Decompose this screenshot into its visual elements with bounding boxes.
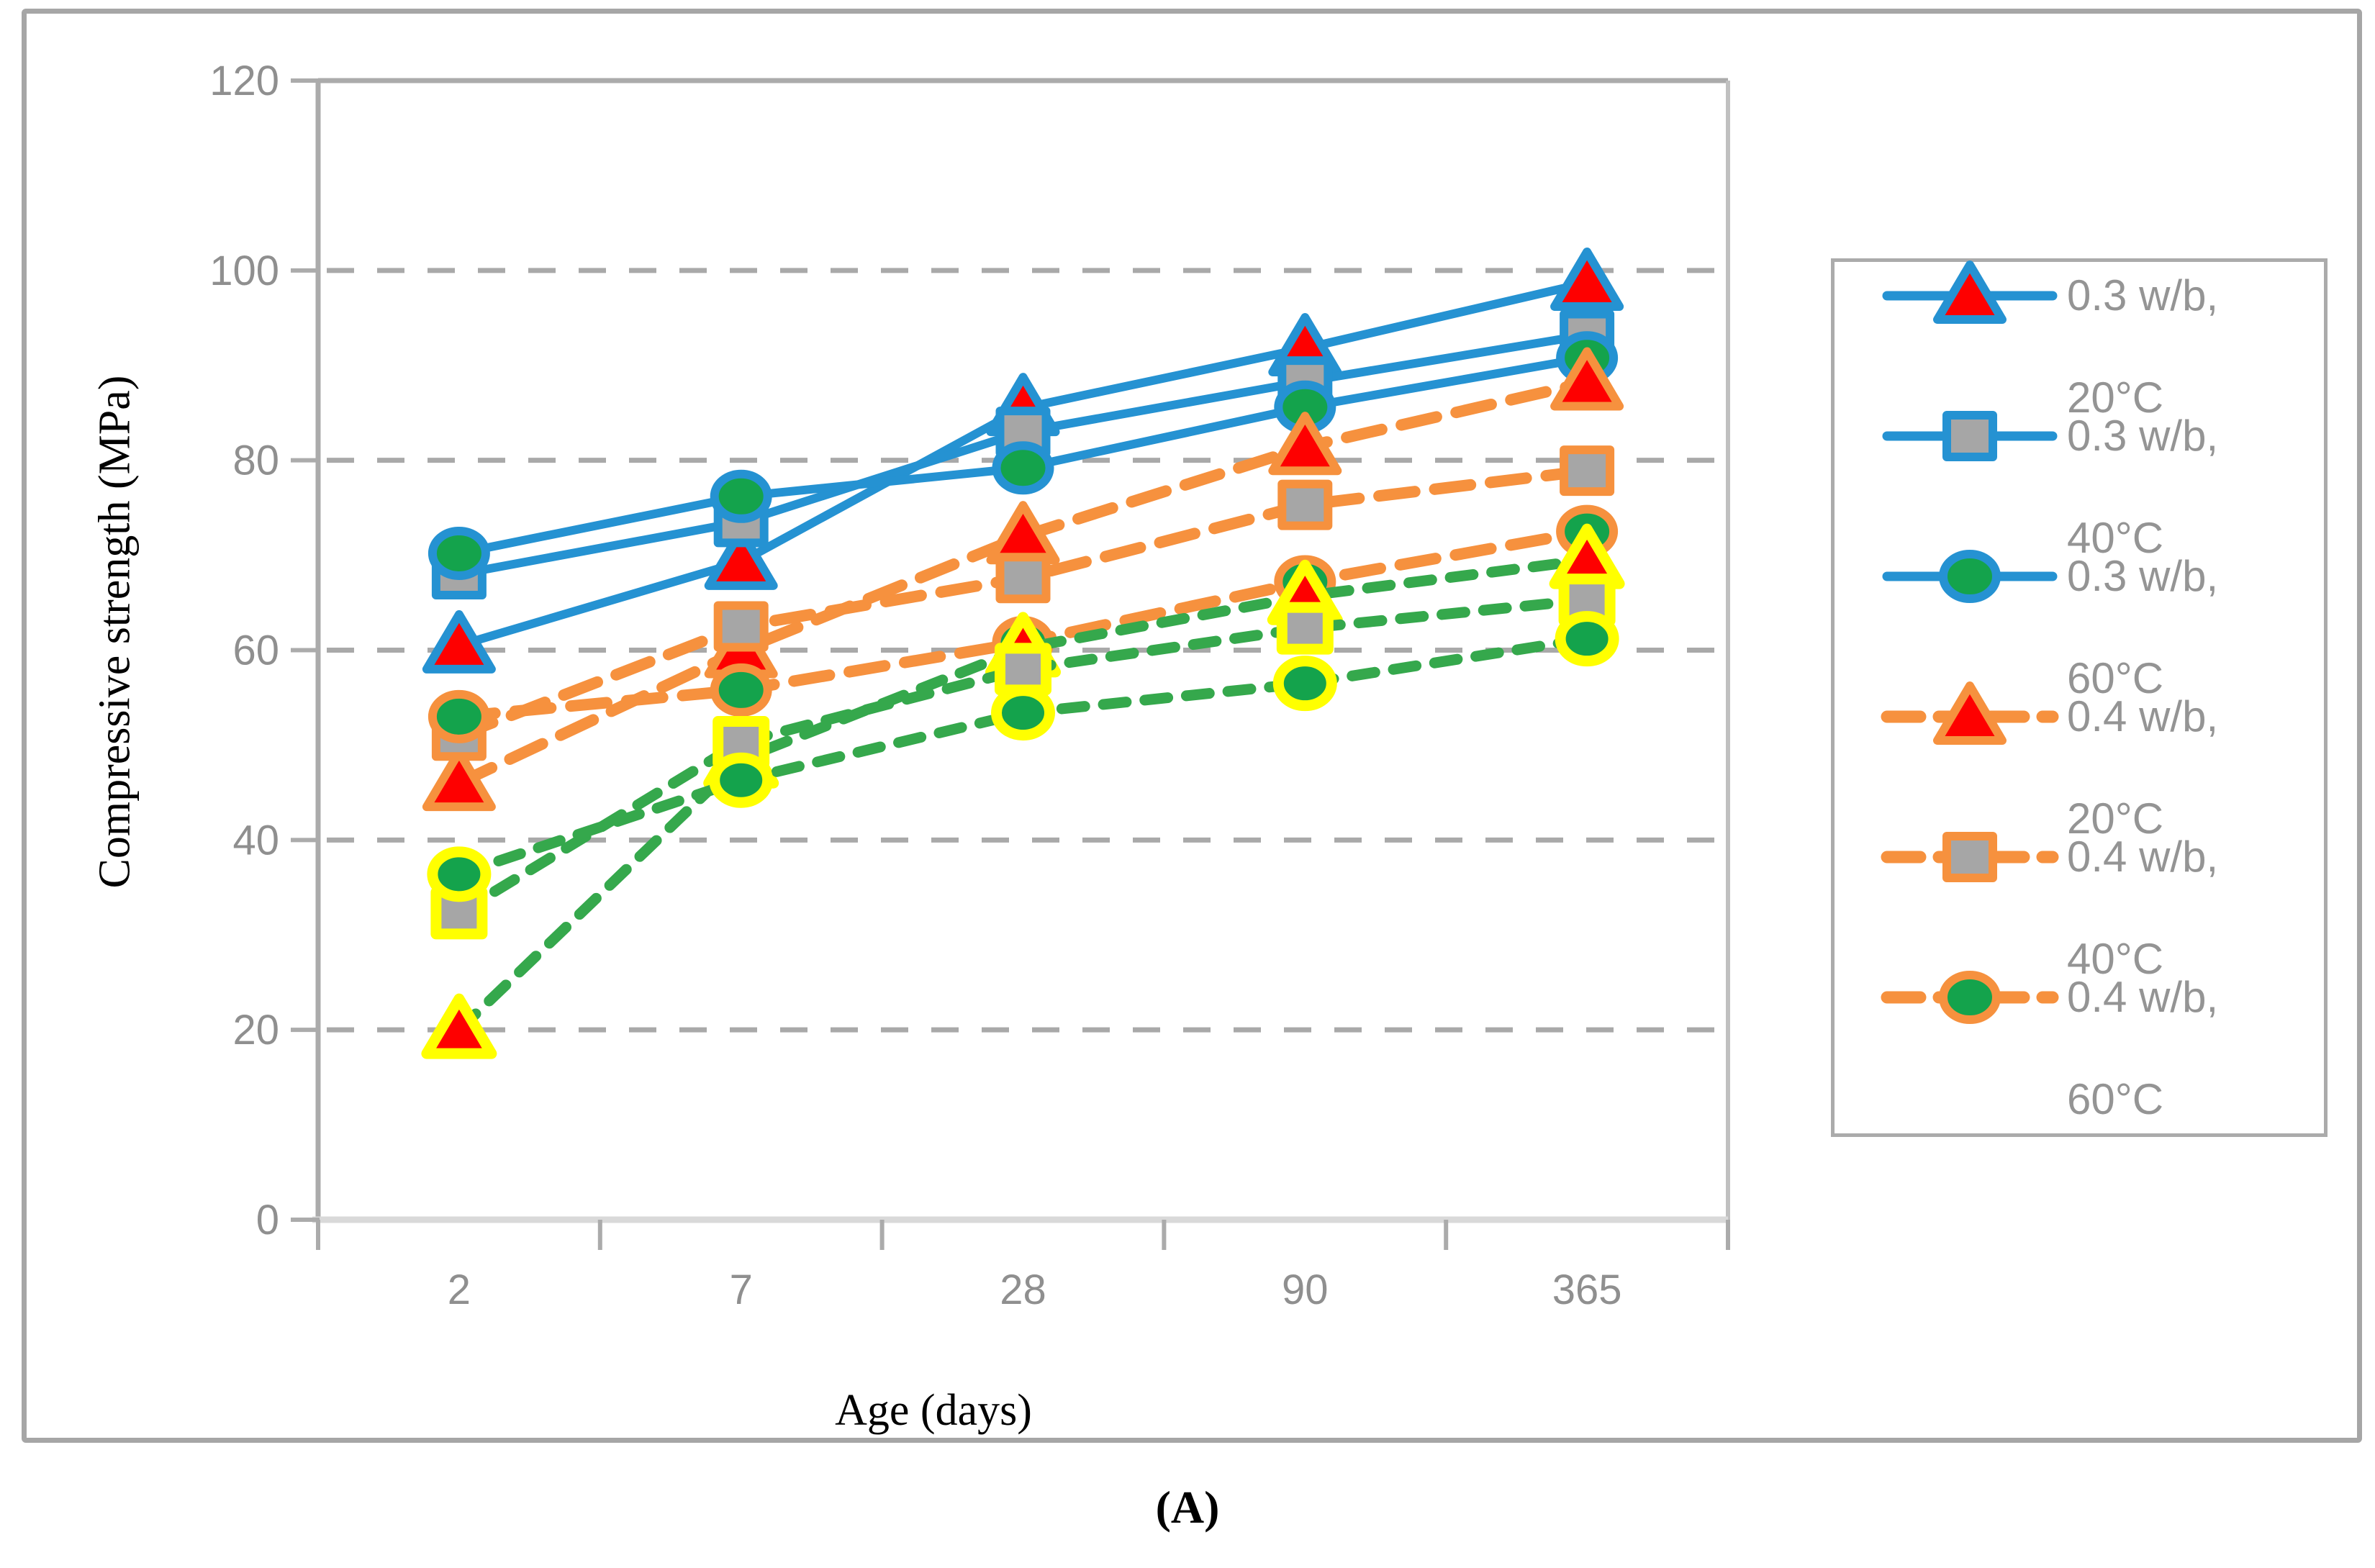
triangle-marker	[421, 993, 497, 1059]
legend-item: 0.4 w/b, 40°C	[1881, 832, 2218, 983]
circle-marker	[991, 685, 1055, 741]
y-axis-title: Compressive strength (MPa)	[90, 375, 140, 889]
series-0-4-w-b-40-c	[431, 445, 1615, 761]
circle-marker	[992, 441, 1054, 495]
triangle-marker	[1550, 247, 1624, 311]
square-marker	[1560, 445, 1615, 497]
triangle-marker	[1268, 412, 1342, 476]
square-marker	[1558, 574, 1616, 627]
series-green-triangle	[421, 523, 1625, 1059]
legend-label-line2: 60°C	[2067, 654, 2163, 702]
y-tick-label: 0	[256, 1197, 279, 1243]
circle-marker	[710, 469, 772, 523]
data-series	[421, 247, 1625, 1059]
legend	[1831, 258, 2328, 1137]
legend-label-line2: 20°C	[2067, 794, 2163, 843]
legend-square-marker	[1942, 832, 1997, 882]
y-tick-label: 40	[232, 817, 279, 864]
legend-label-line1: 0.3 w/b,	[2067, 271, 2218, 320]
square-marker	[1276, 602, 1334, 655]
x-tick-label: 7	[730, 1266, 753, 1313]
square-marker	[995, 643, 1051, 696]
triangle-marker	[704, 526, 778, 590]
square-marker	[995, 553, 1051, 604]
circle-marker	[709, 752, 774, 808]
x-axis-tick-labels: 2 7 28 90 365	[448, 1266, 1622, 1313]
legend-label-line1: 0.4 w/b,	[2067, 833, 2218, 881]
x-tick-label: 28	[1000, 1266, 1046, 1313]
legend-item: 0.3 w/b, 20°C	[1882, 260, 2218, 422]
circle-marker	[1555, 611, 1619, 667]
legend-label-line2: 60°C	[2067, 1075, 2163, 1123]
x-tick-label: 365	[1552, 1266, 1622, 1313]
legend-label-line1: 0.4 w/b,	[2067, 692, 2218, 740]
legend-item: 0.4 w/b, 60°C	[1881, 971, 2218, 1123]
y-tick-label: 60	[232, 627, 279, 674]
series-green-circle	[427, 611, 1619, 902]
square-marker	[1277, 479, 1333, 530]
circle-marker	[428, 689, 490, 743]
legend-circle-marker	[1939, 971, 2001, 1024]
circle-marker	[710, 663, 772, 717]
legend-label-line2: 40°C	[2067, 514, 2163, 562]
circle-marker	[427, 846, 492, 902]
square-marker	[713, 601, 769, 652]
circle-marker	[428, 526, 490, 580]
y-tick-label: 120	[209, 58, 279, 104]
legend-label-line1: 0.4 w/b,	[2067, 973, 2218, 1021]
x-tick-label: 90	[1282, 1266, 1329, 1313]
axes	[291, 78, 1730, 1250]
x-tick-label: 2	[448, 1266, 471, 1313]
legend-label-line2: 20°C	[2067, 373, 2163, 422]
x-axis-title: Age (days)	[835, 1386, 1032, 1435]
legend-triangle-marker	[1933, 681, 2007, 745]
legend-triangle-marker	[1933, 260, 2007, 324]
legend-item: 0.3 w/b, 60°C	[1882, 550, 2218, 702]
circle-marker	[1272, 656, 1337, 712]
legend-circle-marker	[1939, 550, 2001, 603]
legend-item: 0.3 w/b, 40°C	[1882, 411, 2218, 562]
triangle-marker	[422, 748, 496, 812]
triangle-marker	[1550, 347, 1624, 411]
legend-item: 0.4 w/b, 20°C	[1881, 681, 2218, 843]
y-tick-label: 80	[232, 438, 279, 484]
legend-square-marker	[1942, 411, 1997, 461]
legend-entries: 0.3 w/b,20°C0.3 w/b,40°C 0.3 w/b,60°C 0.…	[1881, 260, 2218, 1123]
legend-label-line1: 0.3 w/b,	[2067, 552, 2218, 600]
y-axis-tick-labels: 0 20 40 60 80 100 120	[209, 58, 279, 1243]
legend-label-line1: 0.3 w/b,	[2067, 412, 2218, 460]
figure-caption: (A)	[1155, 1482, 1220, 1533]
y-tick-label: 20	[232, 1007, 279, 1053]
y-tick-label: 100	[209, 248, 279, 294]
legend-label-line2: 40°C	[2067, 935, 2163, 983]
triangle-marker	[422, 609, 496, 674]
series-0-3-w-b-20-c	[422, 247, 1624, 674]
